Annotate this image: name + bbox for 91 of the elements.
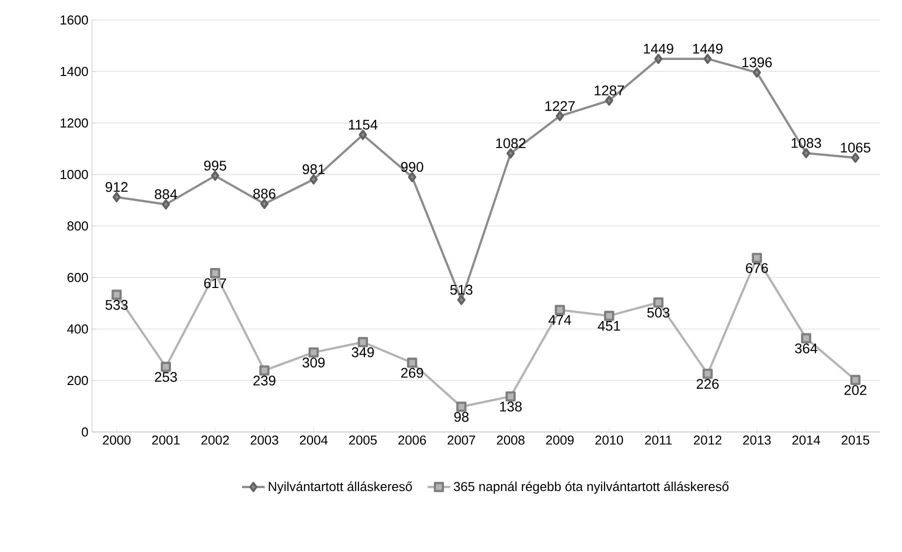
data-label: 1083 [792,138,822,148]
data-label: 1154 [348,120,378,130]
y-tick-label: 400 [67,324,88,334]
y-tick-label: 1600 [60,15,88,25]
data-label: 676 [746,263,768,273]
data-label: 349 [352,347,374,358]
data-label: 309 [302,358,325,368]
data-label: 886 [253,188,276,199]
y-tick-label: 1400 [60,66,88,76]
point [506,391,516,402]
point [358,130,367,140]
data-label: 533 [106,300,128,310]
y-tick-label: 600 [68,272,88,282]
data-label: 226 [696,378,719,389]
point [506,148,515,158]
data-label: 1396 [742,57,772,68]
data-label: 269 [401,368,424,378]
point [605,96,614,106]
x-tick-label: 2012 [694,436,722,445]
data-label: 912 [106,182,128,192]
data-label: 98 [454,412,469,422]
y-tick-label: 800 [67,221,88,231]
point [308,347,319,358]
point [653,297,664,308]
point [457,294,466,305]
data-label: 138 [500,402,522,412]
point [310,174,318,184]
point [604,310,614,321]
data-label: 513 [450,284,472,295]
data-label: 1082 [496,138,526,148]
point [554,304,565,316]
x-tick-label: 2005 [349,436,377,445]
point [850,374,860,386]
point [160,362,171,372]
point [704,54,712,64]
data-label: 1449 [693,44,722,54]
point [162,199,170,210]
x-tick-label: 2014 [792,436,820,445]
data-label: 503 [647,308,670,318]
data-label: 451 [598,321,620,331]
data-label: 981 [302,164,325,174]
point [801,333,812,344]
point [851,152,860,163]
legend-label: Nyilvántartott álláskereső [268,481,412,494]
x-tick-label: 2004 [300,436,328,445]
point [456,402,466,412]
x-tick-label: 2013 [743,436,771,445]
y-tick-label: 200 [68,376,88,386]
point [408,172,416,182]
data-label: 1449 [644,44,674,54]
point [752,67,761,78]
x-tick-label: 2000 [102,436,131,445]
data-label: 1065 [840,142,870,153]
x-tick-label: 2006 [398,436,426,445]
data-label: 990 [401,162,424,172]
point [211,170,220,181]
data-label: 202 [844,385,866,396]
data-label: 884 [154,189,178,200]
point [752,252,762,263]
x-tick-label: 2007 [448,436,476,445]
data-label: 1227 [545,101,575,111]
point [112,192,121,202]
point [210,268,220,278]
data-label: 474 [548,315,572,325]
x-tick-label: 2002 [201,436,229,445]
point [358,337,368,348]
data-label: 995 [204,160,226,171]
point [702,368,713,379]
x-tick-label: 2008 [496,436,524,445]
data-label: 1287 [594,85,624,96]
y-tick-label: 1200 [60,118,88,128]
x-tick-label: 2010 [595,436,624,445]
x-tick-label: 2001 [152,436,180,445]
point [556,110,564,122]
point [407,358,418,368]
data-label: 617 [204,278,226,288]
data-label: 253 [154,372,177,382]
y-tick-label: 1000 [60,170,88,180]
legend-label: 365 napnál régebb óta nyilvántartott álláskereső [454,481,729,494]
point [802,148,810,158]
x-tick-label: 2015 [842,436,870,445]
x-tick-label: 2003 [250,436,278,445]
x-tick-label: 2009 [546,436,574,445]
y-tick-label: 0 [82,427,88,437]
point [259,365,270,376]
x-tick-label: 2011 [645,436,672,445]
point [260,198,268,209]
point [654,54,662,64]
data-label: 239 [253,376,276,386]
data-label: 364 [795,343,818,354]
point [112,290,122,300]
